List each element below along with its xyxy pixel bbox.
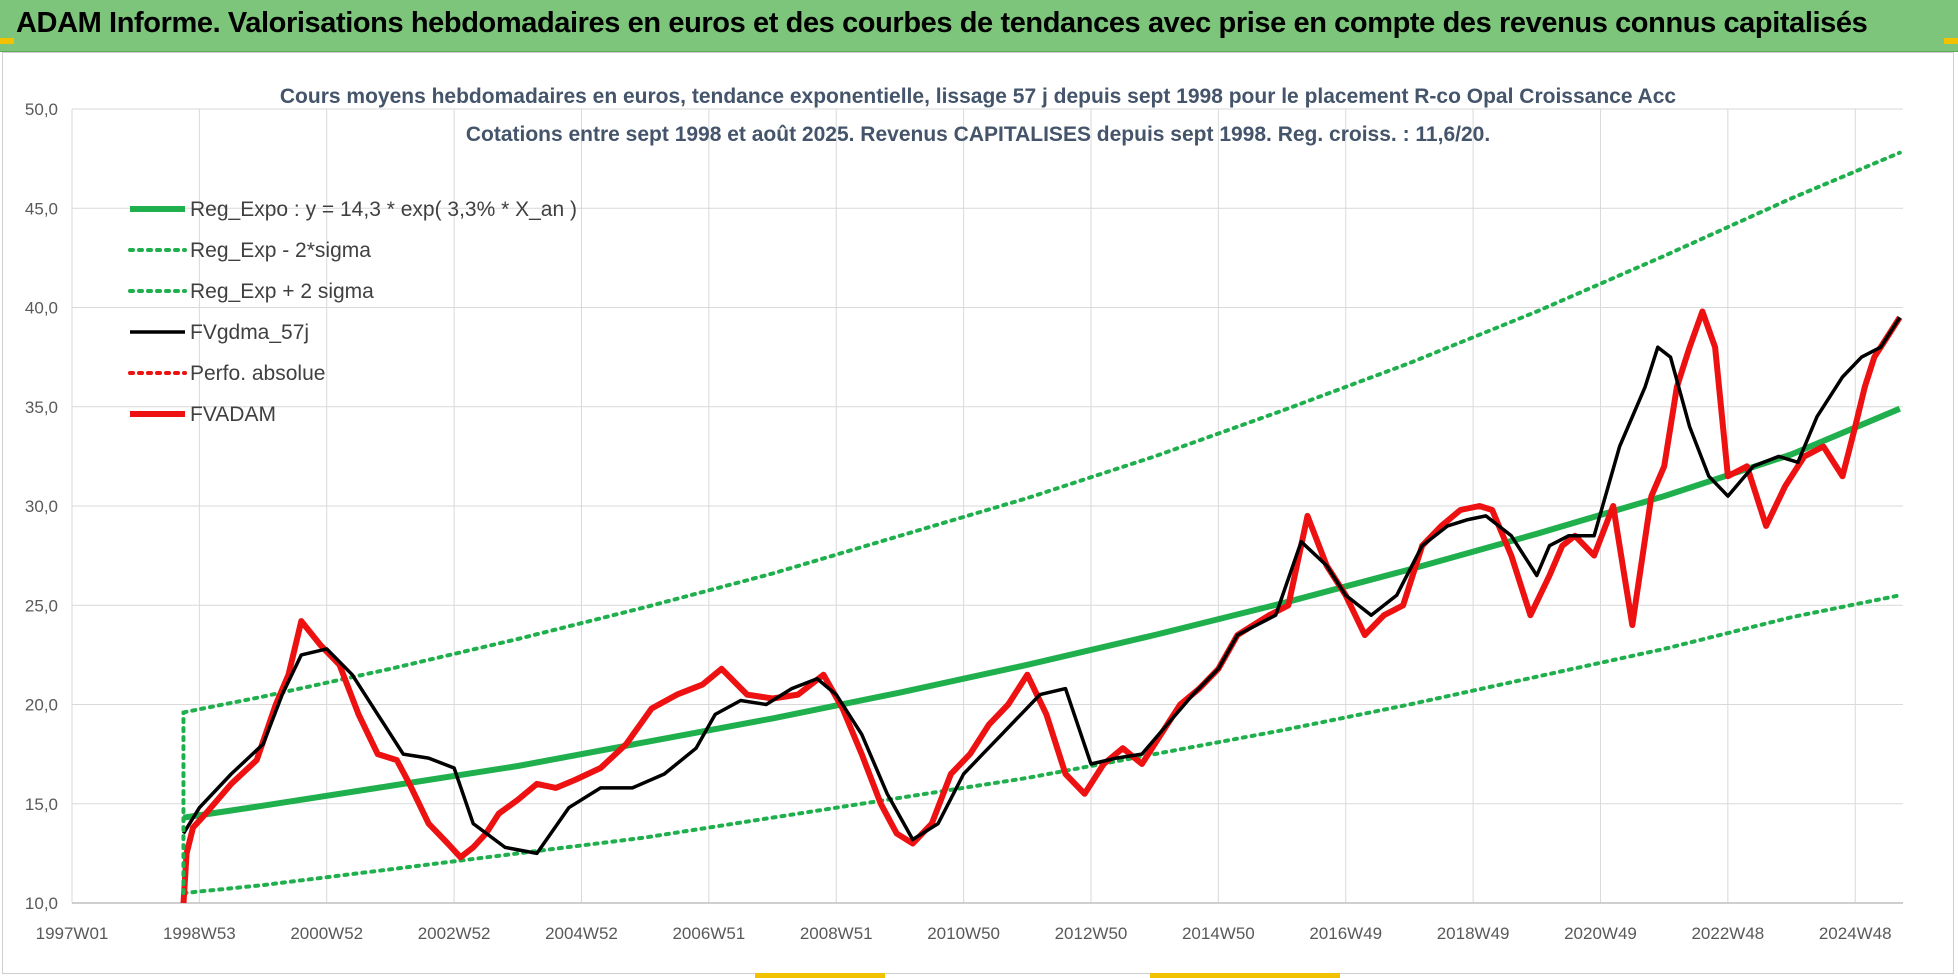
series-line-1: [181, 593, 1902, 896]
x-tick-label: 2008W51: [800, 924, 873, 943]
corner-accent-left: [0, 38, 14, 44]
corner-accent-right: [1944, 38, 1958, 44]
series-line-2: [181, 150, 1902, 715]
chart-title-line1: Cours moyens hebdomadaires en euros, ten…: [280, 85, 1677, 108]
y-tick-label: 15,0: [25, 795, 58, 814]
y-tick-label: 30,0: [25, 497, 58, 516]
page-title: ADAM Informe. Valorisations hebdomadaire…: [16, 7, 1868, 39]
x-tick-label: 2004W52: [545, 924, 618, 943]
title-layer: Cours moyens hebdomadaires en euros, ten…: [280, 85, 1677, 146]
x-tick-label: 2010W50: [927, 924, 1000, 943]
y-tick-label: 25,0: [25, 596, 58, 615]
x-tick-label: 2006W51: [672, 924, 745, 943]
bottom-tab-accent-1: [755, 973, 885, 978]
legend-label-0: Reg_Expo : y = 14,3 * exp( 3,3% * X_an ): [190, 198, 577, 221]
legend-label-2: Reg_Exp + 2 sigma: [190, 280, 374, 303]
header-banner: ADAM Informe. Valorisations hebdomadaire…: [0, 0, 1958, 52]
y-tick-label: 35,0: [25, 398, 58, 417]
y-tick-label: 40,0: [25, 299, 58, 318]
legend-label-1: Reg_Exp - 2*sigma: [190, 239, 371, 262]
axis-layer: 10,0 15,0 20,0 25,0 30,0 35,0 40,0 45,0 50,0 1997…: [25, 100, 1903, 943]
chart-title-line2: Cotations entre sept 1998 et août 2025. …: [466, 123, 1490, 146]
x-tick-label: 2024W48: [1819, 924, 1892, 943]
x-tick-label: 2016W49: [1309, 924, 1382, 943]
x-tick-label: 2002W52: [418, 924, 491, 943]
x-tick-label: 2000W52: [290, 924, 363, 943]
y-tick-label: 10,0: [25, 894, 58, 913]
legend-label-3: FVgdma_57j: [190, 321, 309, 344]
chart-frame: [2, 52, 1954, 974]
series-line-0: [183, 405, 1901, 821]
x-tick-label: 2020W49: [1564, 924, 1637, 943]
series-line-4: [180, 308, 1903, 904]
y-tick-label: 45,0: [25, 199, 58, 218]
legend-label-5: FVADAM: [190, 403, 276, 426]
y-tick-label: 20,0: [25, 696, 58, 715]
x-tick-label: 1998W53: [163, 924, 236, 943]
series-line-3: [182, 316, 1902, 856]
y-tick-label: 50,0: [25, 100, 58, 119]
legend: Reg_Expo : y = 14,3 * exp( 3,3% * X_an )…: [128, 198, 577, 426]
bottom-tab-accent-2: [1150, 973, 1340, 978]
x-tick-label: 2018W49: [1437, 924, 1510, 943]
legend-label-4: Perfo. absolue: [190, 362, 325, 385]
x-tick-label: 1997W01: [36, 924, 109, 943]
x-tick-label: 2012W50: [1055, 924, 1128, 943]
x-tick-label: 2022W48: [1691, 924, 1764, 943]
x-tick-label: 2014W50: [1182, 924, 1255, 943]
series-layer: [180, 150, 1903, 904]
